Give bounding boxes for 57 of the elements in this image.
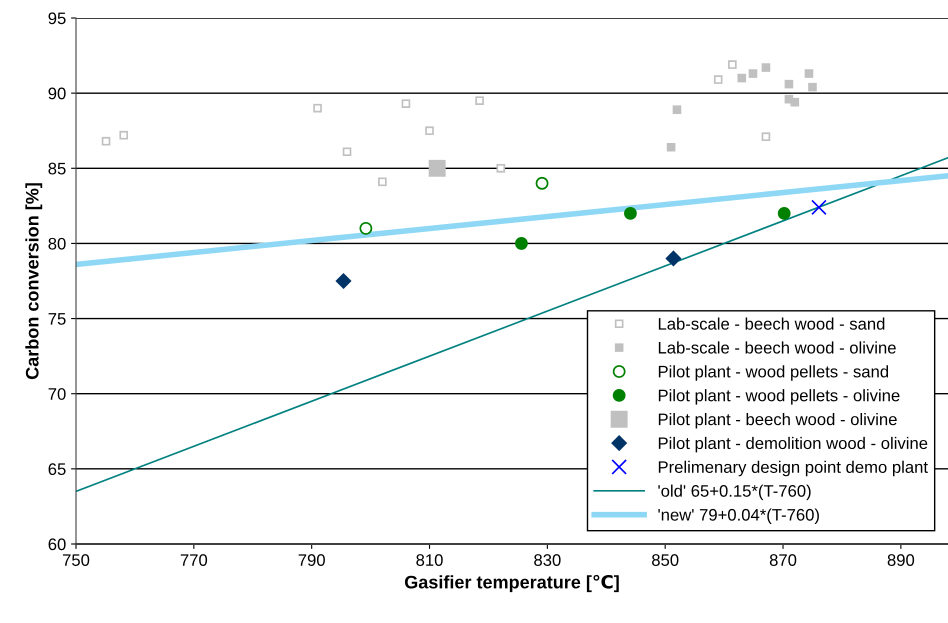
point	[102, 136, 110, 146]
legend-label: Lab-scale - beech wood - sand	[658, 318, 884, 330]
point	[666, 142, 676, 152]
x-tick-label: 890	[888, 554, 914, 566]
point	[402, 99, 410, 108]
legend-label: 'new' 79+0.04*(T-760)	[658, 508, 819, 524]
point	[808, 82, 817, 92]
y-tick-label: 75	[48, 313, 66, 325]
y-axis-title: Carbon conversion [%]	[25, 183, 42, 380]
x-tick-label: 850	[652, 554, 678, 566]
point	[737, 74, 746, 82]
y-tick-label: 95	[48, 12, 66, 24]
legend-label: Prelimenary design point demo plant	[658, 460, 928, 476]
x-tick-label: 810	[416, 554, 443, 566]
y-tick-label: 85	[48, 162, 66, 174]
point	[342, 147, 352, 156]
x-tick-label: 770	[180, 554, 208, 566]
point	[475, 96, 484, 105]
legend-label: Pilot plant - wood pellets - sand	[658, 365, 888, 381]
point	[762, 132, 770, 142]
point	[359, 222, 372, 235]
point	[804, 69, 814, 78]
point	[515, 237, 528, 250]
x-tick-label: 790	[298, 554, 325, 566]
legend-label: Pilot plant - wood pellets - olivine	[658, 389, 900, 405]
y-tick-label: 80	[48, 238, 66, 250]
legend-label: Pilot plant - demolition wood - olivine	[658, 436, 928, 452]
point	[748, 69, 758, 78]
y-tick-label: 65	[48, 463, 66, 476]
x-tick-label: 750	[62, 554, 90, 566]
legend-label: Lab-scale - beech wood - olivine	[658, 341, 896, 354]
y-tick-label: 60	[48, 538, 66, 550]
x-tick-label: 830	[534, 554, 561, 566]
point	[784, 80, 794, 88]
point	[624, 206, 637, 220]
point	[666, 250, 682, 266]
point	[778, 206, 791, 220]
point	[672, 105, 682, 114]
point	[313, 104, 322, 112]
point	[425, 126, 434, 136]
point	[728, 60, 737, 69]
point	[428, 160, 446, 177]
legend-label: 'old' 65+0.15*(T-760)	[658, 484, 811, 500]
point	[496, 164, 506, 173]
point	[378, 178, 387, 186]
point	[119, 130, 128, 140]
point	[790, 98, 800, 106]
point	[762, 63, 770, 72]
x-tick-label: 870	[770, 554, 796, 566]
legend-label: Pilot plant - beech wood - olivine	[658, 412, 897, 429]
point	[714, 75, 723, 84]
point	[811, 200, 827, 216]
point	[536, 176, 548, 190]
x-axis-title: Gasifier temperature [℃]	[404, 574, 619, 592]
y-tick-label: 90	[48, 88, 66, 100]
y-tick-label: 70	[48, 388, 66, 400]
point	[336, 273, 352, 289]
